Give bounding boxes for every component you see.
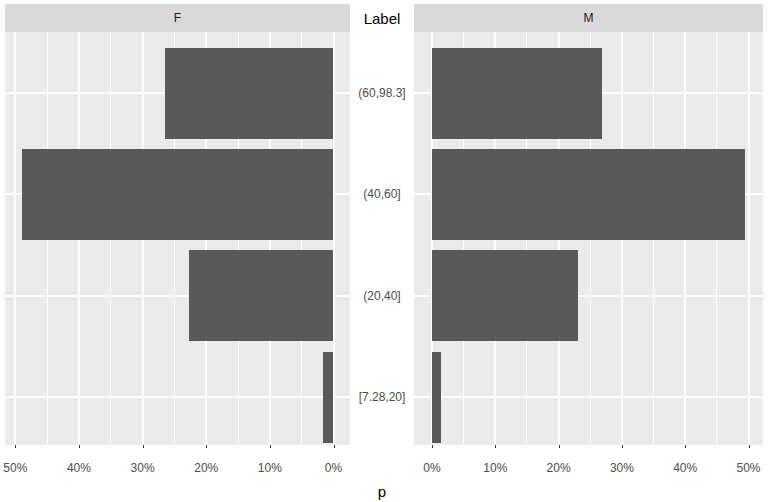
category-label: (40,60]: [363, 187, 400, 201]
axis-tick-mark: [79, 445, 80, 448]
facet-strip-male-label: M: [584, 11, 594, 25]
axis-tick-label: 10%: [258, 461, 282, 475]
axis-tick-mark: [685, 445, 686, 448]
bar: [189, 250, 333, 341]
axis-tick-mark: [334, 445, 335, 448]
axis-tick-label: 0%: [325, 461, 342, 475]
axis-tick-label: 50%: [736, 461, 760, 475]
axis-tick-mark: [749, 445, 750, 448]
axis-tick-mark: [559, 445, 560, 448]
gridline-vertical-major: [14, 32, 16, 445]
axis-tick-label: 20%: [547, 461, 571, 475]
bar: [22, 149, 333, 240]
facet-strip-female: F: [5, 4, 350, 32]
bar: [323, 352, 334, 443]
facet-strip-male: M: [414, 4, 763, 32]
gridline-vertical-major: [748, 32, 750, 445]
panel-female: [5, 32, 350, 445]
axis-tick-mark: [15, 445, 16, 448]
gridline-horizontal-major: [5, 396, 350, 398]
pyramid-chart: F M Label 50% 40% 30% 20% 10% 0% 0% 10% 20% 30% 4…: [0, 0, 768, 502]
category-label: [7.28,20]: [359, 390, 406, 404]
panel-male: [414, 32, 763, 445]
axis-tick-mark: [206, 445, 207, 448]
axis-tick-label: 30%: [610, 461, 634, 475]
axis-tick-mark: [270, 445, 271, 448]
axis-tick-label: 40%: [67, 461, 91, 475]
x-axis-title: p: [378, 483, 386, 500]
facet-strip-female-label: F: [174, 11, 181, 25]
axis-tick-mark: [143, 445, 144, 448]
bar: [165, 48, 334, 139]
bar: [432, 48, 602, 139]
axis-tick-mark: [622, 445, 623, 448]
axis-tick-label: 50%: [3, 461, 27, 475]
axis-tick-label: 30%: [131, 461, 155, 475]
axis-tick-mark: [495, 445, 496, 448]
category-label: (20,40]: [363, 289, 400, 303]
bar: [432, 352, 441, 443]
gridline-horizontal-major: [414, 396, 763, 398]
axis-tick-label: 10%: [483, 461, 507, 475]
category-label: (60,98.3]: [358, 86, 405, 100]
center-axis-title: Label: [364, 10, 401, 27]
bar: [432, 149, 745, 240]
axis-tick-label: 20%: [194, 461, 218, 475]
axis-tick-mark: [432, 445, 433, 448]
axis-tick-label: 0%: [423, 461, 440, 475]
bar: [432, 250, 578, 341]
axis-tick-label: 40%: [673, 461, 697, 475]
